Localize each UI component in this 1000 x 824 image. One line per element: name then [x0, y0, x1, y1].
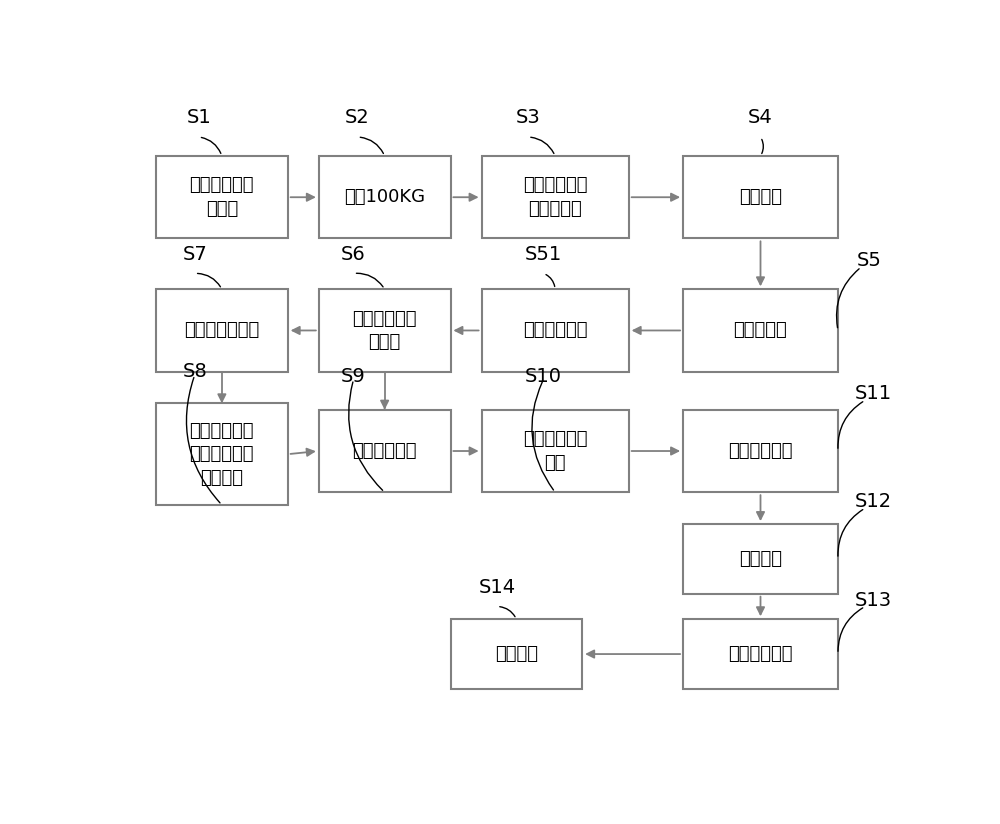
- FancyBboxPatch shape: [319, 156, 451, 238]
- Text: 冷却塔飞行冷却: 冷却塔飞行冷却: [184, 321, 260, 339]
- Text: S5: S5: [857, 251, 881, 270]
- Text: S11: S11: [854, 385, 891, 404]
- Text: 三级过筛粒度
分离: 三级过筛粒度 分离: [523, 430, 587, 472]
- FancyBboxPatch shape: [319, 289, 451, 372]
- FancyBboxPatch shape: [482, 289, 629, 372]
- Text: S51: S51: [525, 245, 562, 264]
- Text: S2: S2: [345, 109, 370, 128]
- Text: 产品质量检测: 产品质量检测: [728, 645, 793, 663]
- Text: S7: S7: [182, 245, 207, 264]
- Text: 粿细优质滤料
及配料: 粿细优质滤料 及配料: [190, 176, 254, 218]
- Text: S10: S10: [525, 367, 562, 386]
- Text: S13: S13: [854, 591, 891, 610]
- Text: 放金属液体: 放金属液体: [734, 321, 787, 339]
- Text: 旋风分离对冷
切塔底的物料
进行分离: 旋风分离对冷 切塔底的物料 进行分离: [190, 422, 254, 487]
- FancyBboxPatch shape: [683, 524, 838, 594]
- FancyBboxPatch shape: [482, 410, 629, 492]
- Text: S4: S4: [748, 109, 773, 128]
- Text: 投料100KG: 投料100KG: [344, 188, 425, 206]
- Text: S8: S8: [182, 363, 207, 382]
- Text: S3: S3: [516, 109, 540, 128]
- FancyBboxPatch shape: [683, 410, 838, 492]
- Text: S6: S6: [341, 245, 366, 264]
- Text: 真空烧结: 真空烧结: [739, 550, 782, 568]
- Text: S14: S14: [478, 578, 516, 597]
- FancyBboxPatch shape: [319, 410, 451, 492]
- Text: 紧耦式喷盘破
碎雾化: 紧耦式喷盘破 碎雾化: [352, 310, 417, 351]
- FancyBboxPatch shape: [482, 156, 629, 238]
- Text: 收储塔底物料: 收储塔底物料: [352, 442, 417, 460]
- Text: 通入惰性气体: 通入惰性气体: [523, 321, 587, 339]
- FancyBboxPatch shape: [683, 156, 838, 238]
- FancyBboxPatch shape: [156, 289, 288, 372]
- Text: S9: S9: [341, 367, 366, 386]
- FancyBboxPatch shape: [156, 156, 288, 238]
- Text: S12: S12: [854, 492, 891, 511]
- Text: 冷模压制成型: 冷模压制成型: [728, 442, 793, 460]
- FancyBboxPatch shape: [683, 619, 838, 689]
- FancyBboxPatch shape: [683, 289, 838, 372]
- FancyBboxPatch shape: [450, 619, 582, 689]
- FancyBboxPatch shape: [156, 404, 288, 505]
- Text: 升温熳化: 升温熳化: [739, 188, 782, 206]
- Text: S1: S1: [186, 109, 211, 128]
- Text: 产品包装: 产品包装: [495, 645, 538, 663]
- Text: 通入真空炉中
进行抜真空: 通入真空炉中 进行抜真空: [523, 176, 587, 218]
